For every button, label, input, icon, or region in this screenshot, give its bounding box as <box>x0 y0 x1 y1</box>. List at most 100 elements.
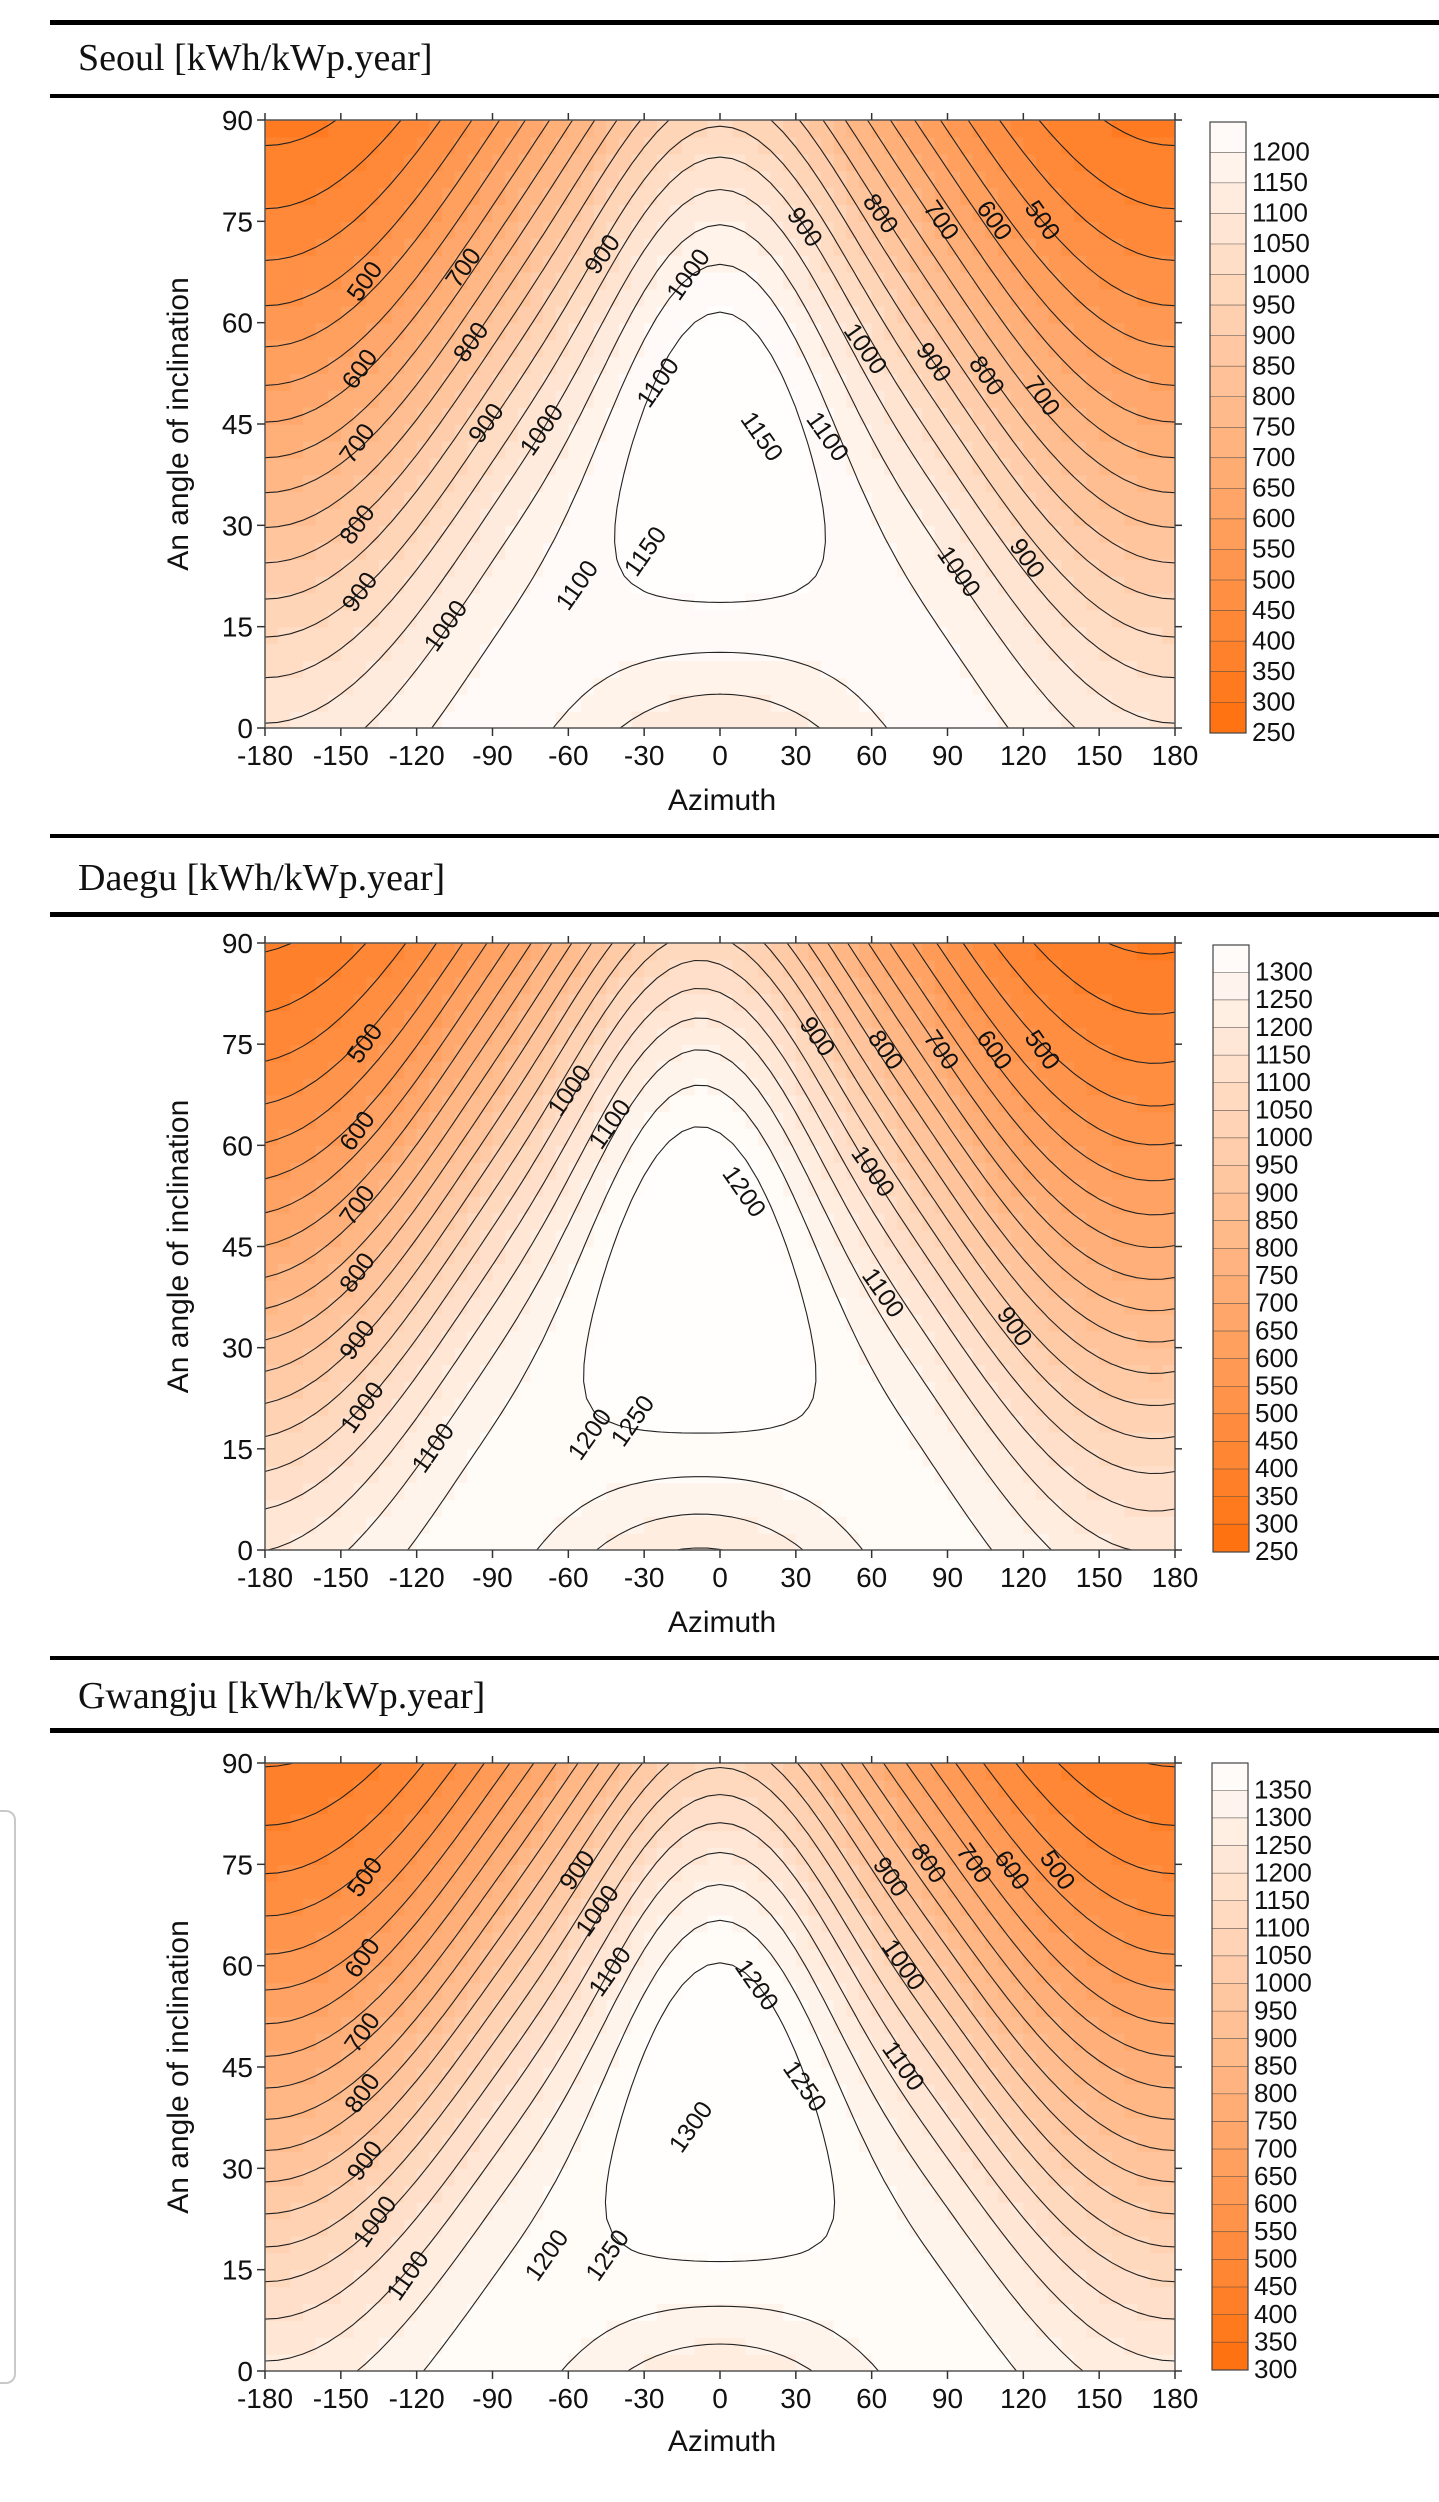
field-cell <box>1124 407 1138 425</box>
field-cell <box>1162 643 1176 662</box>
field-cell <box>998 390 1012 408</box>
field-cell <box>884 1499 898 1517</box>
field-cell <box>265 1482 279 1501</box>
field-cell <box>922 1263 936 1281</box>
field-cell <box>1010 305 1024 324</box>
field-cell <box>1137 356 1151 374</box>
field-cell <box>694 1027 708 1045</box>
field-cell <box>517 592 532 611</box>
field-cell <box>479 424 494 442</box>
field-cell <box>808 1195 822 1214</box>
field-cell <box>757 1398 772 1416</box>
field-cell <box>492 626 506 645</box>
field-cell <box>290 660 304 678</box>
field-cell <box>682 1027 696 1045</box>
field-cell <box>1073 542 1088 560</box>
field-cell <box>732 288 746 307</box>
field-cell <box>884 1347 898 1366</box>
field-cell <box>896 1381 911 1399</box>
field-cell <box>416 1229 430 1248</box>
field-cell <box>1035 643 1050 662</box>
field-cell <box>682 1431 696 1450</box>
field-cell <box>1073 136 1088 155</box>
field-cell <box>631 660 645 678</box>
field-cell <box>720 1381 734 1399</box>
field-cell <box>517 187 532 206</box>
field-cell <box>783 576 797 594</box>
field-cell <box>682 1465 696 1484</box>
field-cell <box>543 440 557 459</box>
x-axis-title: Azimuth <box>668 784 776 817</box>
field-cell <box>1111 136 1126 155</box>
field-cell <box>505 626 519 645</box>
field-cell <box>1073 1364 1088 1382</box>
field-cell <box>1149 1499 1163 1517</box>
field-cell <box>1137 339 1151 358</box>
field-cell <box>947 1330 961 1349</box>
field-cell <box>1124 677 1138 695</box>
field-cell <box>947 1465 961 1484</box>
field-cell <box>1086 1179 1100 1197</box>
field-cell <box>682 609 696 628</box>
field-cell <box>871 457 885 476</box>
field-cell <box>277 1499 291 1517</box>
field-cell <box>391 711 405 729</box>
field-cell <box>555 711 569 729</box>
field-cell <box>454 592 468 611</box>
field-cell <box>846 187 860 206</box>
field-cell <box>492 424 506 442</box>
field-cell <box>1048 626 1062 645</box>
field-cell <box>290 525 304 543</box>
field-cell <box>1048 373 1062 391</box>
field-cell <box>1099 339 1113 358</box>
field-cell <box>833 390 847 408</box>
field-cell <box>618 1347 633 1366</box>
field-cell <box>1086 1094 1100 1113</box>
field-cell <box>290 457 304 476</box>
field-cell <box>682 1229 696 1248</box>
field-cell <box>1010 559 1024 577</box>
field-cell <box>757 1280 772 1298</box>
field-cell <box>1048 491 1062 510</box>
field-cell <box>1137 457 1151 476</box>
field-cell <box>833 694 847 712</box>
field-cell <box>265 1061 279 1079</box>
field-cell <box>429 424 443 442</box>
field-cell <box>669 1313 683 1332</box>
field-cell <box>985 1195 999 1214</box>
field-cell <box>340 187 355 206</box>
field-cell <box>694 204 708 222</box>
field-cell <box>644 1128 658 1146</box>
field-cell <box>416 1212 430 1231</box>
field-cell <box>1099 1212 1113 1231</box>
field-cell <box>580 677 595 695</box>
field-cell <box>416 474 430 493</box>
field-cell <box>833 1533 847 1551</box>
field-cell <box>441 1499 456 1517</box>
field-cell <box>1061 424 1075 442</box>
field-cell <box>808 1465 822 1484</box>
field-cell <box>1099 1246 1113 1264</box>
field-cell <box>290 474 304 493</box>
field-cell <box>631 643 645 662</box>
field-cell <box>909 1381 923 1399</box>
field-cell <box>328 1448 342 1467</box>
field-cell <box>505 559 519 577</box>
field-cell <box>770 1061 784 1079</box>
field-cell <box>922 440 936 459</box>
field-cell <box>479 491 494 510</box>
field-cell <box>1073 1061 1088 1079</box>
field-cell <box>821 592 835 611</box>
field-cell <box>795 694 810 712</box>
field-cell <box>783 407 797 425</box>
field-cell <box>328 305 342 324</box>
field-cell <box>732 153 746 172</box>
field-cell <box>1086 542 1100 560</box>
field-cell <box>922 559 936 577</box>
field-cell <box>315 660 329 678</box>
field-cell <box>492 170 506 189</box>
field-cell <box>985 440 999 459</box>
field-cell <box>1048 1094 1062 1113</box>
field-cell <box>833 474 847 493</box>
field-cell <box>720 1431 734 1450</box>
